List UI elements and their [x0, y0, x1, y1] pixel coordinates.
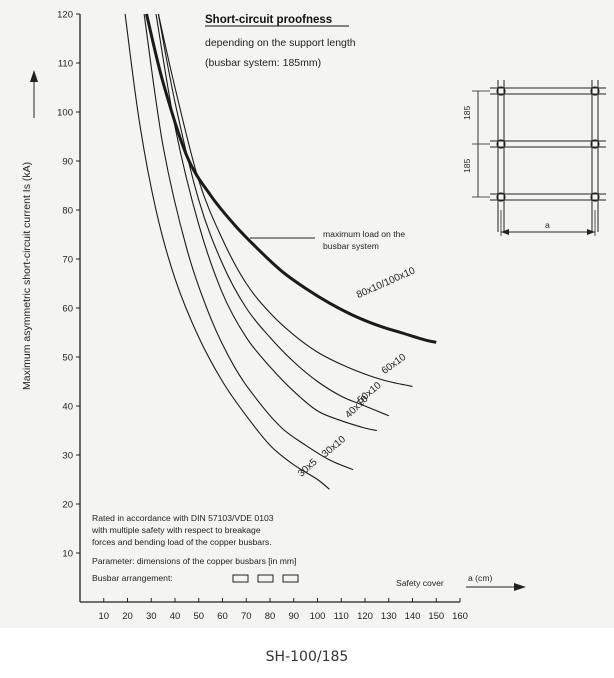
x-axis-label-prefix: Safety cover — [396, 578, 444, 588]
y-tick-label: 120 — [57, 10, 73, 21]
busbar-arrangement-label: Busbar arrangement: — [92, 573, 173, 583]
note-line-2: with multiple safety with respect to bre… — [91, 525, 261, 535]
y-tick-label: 40 — [62, 402, 73, 413]
annotation-line-2: busbar system — [323, 241, 379, 251]
y-tick-label: 70 — [62, 255, 73, 266]
y-axis-label: Maximum asymmetric short-circuit current… — [21, 162, 33, 390]
curve-30x5 — [124, 13, 330, 490]
y-tick-label: 90 — [62, 157, 73, 168]
y-tick-label: 110 — [58, 59, 73, 70]
short-circuit-chart: 10 20 30 40 50 60 70 80 90 100 110 120 10 20 30 40 50 60… — [21, 10, 606, 622]
busbar-symbol — [257, 574, 274, 583]
inset-a-label: a — [545, 220, 550, 230]
figure-caption: SH-100/185 — [265, 649, 349, 665]
x-tick-label: 30 — [146, 611, 157, 622]
parameter-note: Parameter: dimensions of the copper busb… — [92, 556, 296, 566]
busbar-symbol — [282, 574, 299, 583]
x-tick-label: 20 — [122, 611, 133, 622]
x-tick-label: 140 — [405, 611, 421, 622]
note-line-3: forces and bending load of the copper bu… — [92, 537, 272, 547]
y-axis-arrow — [30, 70, 38, 82]
x-tick-label: 90 — [288, 611, 299, 622]
curve-30x10 — [143, 13, 354, 471]
y-tick-label: 60 — [62, 304, 73, 315]
curve-label-60x10: 60x10 — [380, 352, 409, 377]
curve-80x10-100x10 — [145, 13, 437, 344]
y-tick-label: 100 — [57, 108, 73, 119]
x-tick-label: 80 — [265, 611, 276, 622]
curve-40x10 — [155, 13, 378, 432]
x-tick-label: 70 — [241, 611, 252, 622]
annotation-line-1: maximum load on the — [323, 229, 405, 239]
curve-label-80x10-100x10: 80x10/100x10 — [355, 265, 417, 301]
chart-subtitle: depending on the support length — [205, 37, 356, 49]
x-tick-group: 10 20 30 40 50 60 70 80 90 100 110 120 130 140 150 160 — [98, 598, 468, 622]
x-tick-label: 100 — [310, 611, 326, 622]
x-tick-label: 150 — [428, 611, 444, 622]
curve-label-30x5: 30x5 — [296, 457, 320, 480]
x-axis-label: a (cm) — [468, 573, 492, 583]
x-tick-label: 110 — [334, 611, 349, 622]
inset-dimension-upper: 185 — [462, 105, 472, 120]
busbar-inset-diagram — [472, 80, 606, 236]
scanned-chart-sheet — [0, 0, 614, 628]
chart-subtitle-2: (busbar system: 185mm) — [205, 57, 321, 69]
y-tick-label: 30 — [62, 451, 73, 462]
y-tick-label: 50 — [62, 353, 73, 364]
busbar-symbol — [232, 574, 249, 583]
x-tick-label: 160 — [452, 611, 468, 622]
x-tick-label: 130 — [381, 611, 397, 622]
y-tick-label: 80 — [62, 206, 73, 217]
curve-60x10 — [157, 13, 413, 387]
inset-dimension-lower: 185 — [462, 158, 472, 173]
x-tick-label: 50 — [193, 611, 204, 622]
x-tick-label: 10 — [98, 611, 109, 622]
y-tick-label: 20 — [62, 500, 73, 511]
curve-label-30x10: 30x10 — [320, 434, 348, 460]
chart-title: Short-circuit proofness — [205, 14, 332, 26]
x-tick-label: 40 — [170, 611, 181, 622]
x-tick-label: 120 — [357, 611, 373, 622]
note-line-1: Rated in accordance with DIN 57103/VDE 0… — [92, 513, 274, 523]
curve-50x10 — [157, 13, 390, 417]
x-tick-label: 60 — [217, 611, 228, 622]
x-label-arrow-head — [514, 583, 526, 591]
y-tick-group: 10 20 30 40 50 60 70 80 90 100 110 120 — [57, 10, 80, 560]
y-tick-label: 10 — [62, 549, 73, 560]
